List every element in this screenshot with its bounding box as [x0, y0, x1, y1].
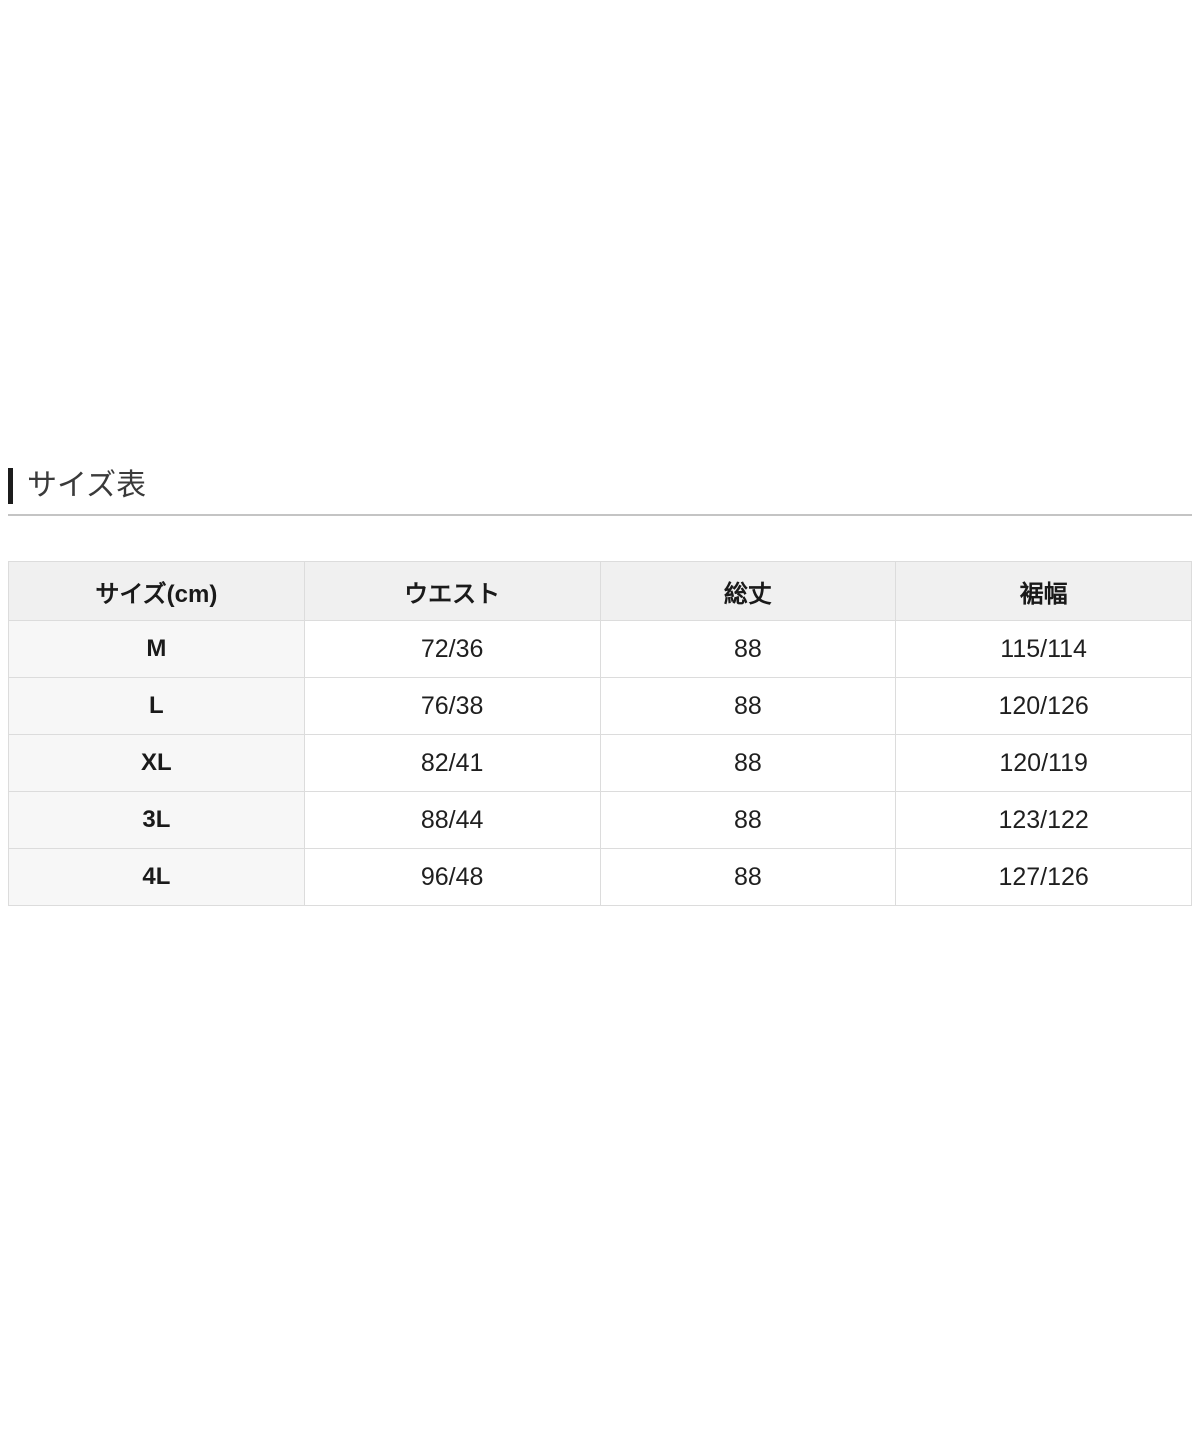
size-table: サイズ(cm) ウエスト 総丈 裾幅 M 72/36 88 115/114 L … — [8, 561, 1192, 906]
hem-width-cell: 115/114 — [895, 620, 1192, 678]
section-divider — [8, 514, 1192, 516]
total-length-cell: 88 — [599, 848, 897, 906]
column-header-total-length: 総丈 — [599, 561, 897, 621]
total-length-cell: 88 — [599, 677, 897, 735]
waist-cell: 96/48 — [303, 848, 601, 906]
waist-cell: 76/38 — [303, 677, 601, 735]
table-row: 4L 96/48 88 127/126 — [8, 848, 1192, 906]
table-row: XL 82/41 88 120/119 — [8, 734, 1192, 792]
size-cell: XL — [8, 734, 305, 792]
hem-width-cell: 120/119 — [895, 734, 1192, 792]
total-length-cell: 88 — [599, 791, 897, 849]
hem-width-cell: 120/126 — [895, 677, 1192, 735]
table-header-row: サイズ(cm) ウエスト 総丈 裾幅 — [8, 561, 1192, 621]
size-cell: L — [8, 677, 305, 735]
size-cell: 4L — [8, 848, 305, 906]
size-chart-section: サイズ表 サイズ(cm) ウエスト 総丈 裾幅 M 72/36 88 115/1… — [8, 468, 1192, 906]
total-length-cell: 88 — [599, 734, 897, 792]
waist-cell: 82/41 — [303, 734, 601, 792]
size-cell: M — [8, 620, 305, 678]
total-length-cell: 88 — [599, 620, 897, 678]
column-header-waist: ウエスト — [303, 561, 601, 621]
waist-cell: 72/36 — [303, 620, 601, 678]
table-row: L 76/38 88 120/126 — [8, 677, 1192, 735]
hem-width-cell: 127/126 — [895, 848, 1192, 906]
column-header-hem-width: 裾幅 — [895, 561, 1192, 621]
table-row: M 72/36 88 115/114 — [8, 620, 1192, 678]
page-title: サイズ表 — [8, 468, 1192, 504]
hem-width-cell: 123/122 — [895, 791, 1192, 849]
column-header-size: サイズ(cm) — [8, 561, 305, 621]
waist-cell: 88/44 — [303, 791, 601, 849]
size-cell: 3L — [8, 791, 305, 849]
table-row: 3L 88/44 88 123/122 — [8, 791, 1192, 849]
